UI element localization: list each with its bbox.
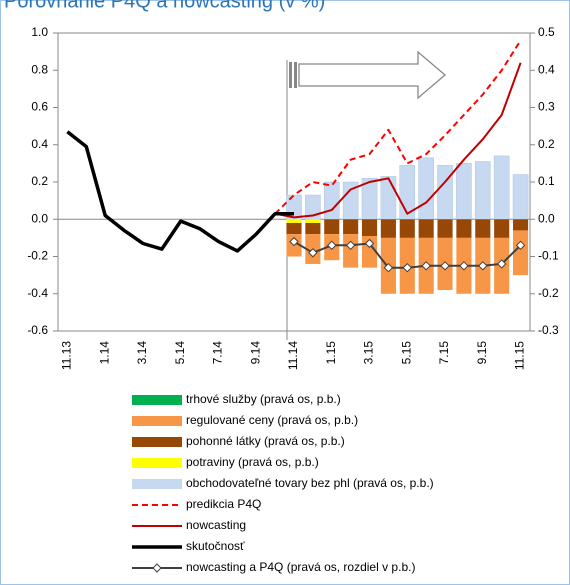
- bar: [361, 219, 378, 237]
- bar: [418, 219, 434, 238]
- marker: [421, 261, 431, 271]
- bar: [380, 176, 397, 220]
- legend-swatch: [132, 479, 182, 489]
- marker: [402, 262, 412, 273]
- legend-swatch: [132, 395, 182, 405]
- arrow: [289, 50, 447, 100]
- bar: [513, 230, 529, 276]
- bar: [456, 219, 472, 238]
- marker: [383, 262, 394, 273]
- y2-tick-label: 0.1: [538, 174, 555, 188]
- bar: [418, 157, 434, 220]
- x-tick-label: 5.14: [173, 341, 187, 365]
- marker: [289, 236, 299, 247]
- bar: [343, 234, 359, 268]
- y2-tick-label: 0.5: [538, 25, 555, 39]
- marker: [515, 240, 526, 251]
- bar: [324, 219, 340, 235]
- bar: [380, 219, 396, 238]
- y-tick-label: -0.4: [27, 286, 48, 300]
- legend-marker: [152, 563, 162, 573]
- bar: [323, 181, 340, 220]
- bar: [305, 222, 321, 235]
- line: [274, 39, 522, 215]
- legend-swatch: [132, 437, 182, 447]
- legend-label: obchodovateľné tovary bez phl (pravá os,…: [186, 476, 434, 490]
- legend-label: skutočnosť: [186, 539, 245, 553]
- y-tick-label: -0.2: [27, 249, 48, 263]
- bar: [494, 219, 510, 238]
- legend-swatch: [132, 458, 182, 468]
- x-tick-label: 3.15: [362, 341, 376, 365]
- marker: [478, 261, 488, 271]
- marker: [459, 261, 469, 271]
- y2-tick-label: 0.4: [538, 62, 555, 76]
- y2-tick-label: -0.2: [538, 286, 559, 300]
- y2-tick-label: -0.1: [538, 249, 559, 263]
- bar: [456, 163, 472, 220]
- x-tick-label: 7.15: [437, 341, 451, 365]
- x-tick-label: 5.15: [399, 341, 413, 365]
- y2-tick-label: 0.0: [538, 211, 555, 225]
- legend-label: potraviny (pravá os, p.b.): [186, 455, 319, 469]
- x-tick-label: 9.14: [248, 341, 262, 365]
- bar: [286, 219, 302, 223]
- marker: [308, 248, 318, 258]
- legend-label: regulované ceny (pravá os, p.b.): [186, 413, 358, 427]
- bar: [399, 219, 415, 238]
- marker: [345, 240, 356, 251]
- y-tick-label: 0.8: [31, 62, 48, 76]
- legend-label: nowcasting: [186, 518, 246, 532]
- y2-tick-label: 0.3: [538, 100, 555, 114]
- y2-tick-label: 0.2: [538, 137, 555, 151]
- x-tick-label: 1.14: [97, 341, 111, 365]
- legend-label: trhové služby (pravá os, p.b.): [186, 392, 341, 406]
- bar: [286, 222, 302, 235]
- bar: [437, 219, 453, 238]
- bar: [343, 219, 359, 235]
- bar: [512, 174, 529, 220]
- y-tick-label: 0.4: [31, 137, 48, 151]
- y-tick-label: 0.0: [31, 211, 48, 225]
- marker: [496, 259, 507, 269]
- y-tick-label: 0.2: [31, 174, 48, 188]
- x-tick-label: 3.14: [135, 341, 149, 365]
- marker: [327, 240, 337, 251]
- bar: [493, 155, 510, 220]
- legend-label: pohonné látky (pravá os, p.b.): [186, 434, 345, 448]
- legend-label: nowcasting a P4Q (pravá os, rozdiel v p.…: [186, 560, 415, 574]
- marker: [364, 238, 375, 249]
- y-tick-label: 1.0: [31, 25, 48, 39]
- x-tick-label: 9.15: [475, 341, 489, 365]
- bar: [513, 219, 529, 231]
- x-tick-label: 1.15: [324, 341, 338, 365]
- line: [274, 62, 522, 219]
- x-tick-label: 11.13: [60, 341, 74, 370]
- y-tick-label: -0.6: [27, 323, 48, 337]
- marker: [440, 261, 450, 271]
- bar: [437, 164, 453, 220]
- legend-swatch: [132, 416, 182, 426]
- bar: [474, 161, 491, 220]
- bar: [305, 219, 321, 223]
- x-tick-label: 11.14: [286, 341, 300, 370]
- chart-title: Porovnanie P4Q a nowcasting (v %): [4, 0, 325, 12]
- y2-tick-label: -0.3: [538, 323, 559, 337]
- line: [66, 130, 294, 253]
- bar: [475, 219, 491, 238]
- legend-label: predikcia P4Q: [186, 497, 261, 511]
- x-tick-label: 7.14: [211, 341, 225, 365]
- x-tick-label: 11.15: [513, 341, 527, 370]
- y-tick-label: 0.6: [31, 100, 48, 114]
